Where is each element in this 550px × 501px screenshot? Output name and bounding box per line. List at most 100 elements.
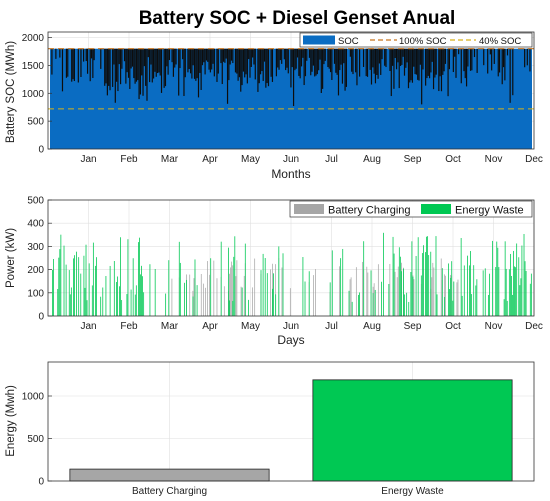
soc-discharge-dip bbox=[240, 48, 242, 92]
soc-discharge-dip bbox=[209, 48, 211, 73]
soc-discharge-dip bbox=[331, 48, 333, 80]
energy-waste-bar bbox=[86, 300, 88, 316]
soc-discharge-dip bbox=[491, 48, 493, 71]
soc-discharge-dip bbox=[126, 48, 128, 73]
energy-waste-bar bbox=[484, 268, 486, 316]
energy-waste-bar bbox=[408, 301, 410, 316]
energy-waste-bar bbox=[331, 250, 333, 316]
soc-discharge-dip bbox=[498, 48, 501, 73]
soc-discharge-dip bbox=[464, 48, 466, 79]
energy-waste-bar bbox=[109, 265, 111, 316]
energy-waste-bar bbox=[392, 236, 394, 316]
soc-discharge-dip bbox=[249, 48, 251, 78]
battery-charging-bar bbox=[377, 264, 379, 316]
soc-discharge-dip bbox=[512, 48, 514, 96]
soc-discharge-dip bbox=[409, 48, 411, 83]
energy-waste-bar bbox=[372, 293, 374, 316]
energy-waste-bar bbox=[509, 253, 511, 316]
energy-waste-bar bbox=[443, 296, 445, 316]
energy-waste-bar bbox=[388, 283, 390, 316]
soc-discharge-dip bbox=[465, 48, 468, 87]
energy-waste-bar bbox=[497, 247, 499, 316]
power-chart-x-ticks: Jan Feb Mar Apr May Jun Jul Aug Sep Oct Nov Dec bbox=[80, 321, 542, 332]
soc-discharge-dip bbox=[248, 48, 250, 60]
energy-waste-bar bbox=[275, 294, 277, 316]
soc-discharge-dip bbox=[444, 48, 447, 64]
energy-waste-bar bbox=[260, 270, 262, 316]
battery-charging-bar bbox=[367, 272, 369, 316]
soc-discharge-dip bbox=[86, 48, 89, 74]
energy-waste-bar bbox=[452, 300, 454, 316]
soc-discharge-dip bbox=[312, 48, 314, 66]
soc-discharge-dip bbox=[352, 48, 354, 75]
energy-waste-bar bbox=[100, 296, 102, 316]
soc-discharge-dip bbox=[369, 48, 371, 70]
energy-waste-bar bbox=[506, 300, 508, 316]
soc-discharge-dip bbox=[153, 48, 155, 79]
soc-discharge-dip bbox=[61, 48, 64, 92]
y-tick-label: 0 bbox=[38, 312, 44, 323]
energy-waste-bar bbox=[135, 285, 137, 316]
soc-discharge-dip bbox=[189, 48, 192, 74]
energy-waste-bar bbox=[448, 263, 449, 316]
soc-discharge-dip bbox=[167, 48, 169, 75]
energy-waste-bar bbox=[412, 276, 414, 316]
soc-discharge-dip bbox=[72, 48, 74, 80]
soc-discharge-dip bbox=[426, 48, 428, 79]
soc-discharge-dip bbox=[427, 48, 429, 76]
soc-discharge-dip bbox=[344, 48, 346, 91]
energy-waste-bar bbox=[393, 253, 395, 316]
soc-discharge-dip bbox=[196, 48, 198, 79]
soc-discharge-dip bbox=[112, 48, 114, 87]
energy-waste-bar bbox=[496, 241, 498, 316]
energy-waste-bar bbox=[233, 256, 235, 316]
energy-waste-bar bbox=[473, 265, 475, 316]
energy-waste-bar bbox=[186, 279, 188, 316]
soc-discharge-dip bbox=[365, 48, 367, 77]
soc-discharge-dip bbox=[207, 48, 209, 62]
soc-discharge-dip bbox=[242, 48, 244, 72]
soc-discharge-dip bbox=[232, 48, 234, 64]
soc-discharge-dip bbox=[178, 48, 180, 96]
energy-waste-bar bbox=[70, 287, 72, 316]
energy-waste-bar bbox=[52, 270, 53, 316]
soc-discharge-dip bbox=[244, 48, 246, 78]
battery-charging-bar bbox=[397, 266, 399, 316]
x-tick-label: Jun bbox=[283, 321, 299, 332]
soc-discharge-dip bbox=[199, 48, 201, 73]
soc-discharge-dip bbox=[71, 48, 73, 82]
energy-waste-bar bbox=[141, 265, 142, 316]
energy-waste-bar bbox=[525, 270, 527, 316]
soc-discharge-dip bbox=[476, 48, 478, 73]
x-tick-label: Jan bbox=[80, 321, 96, 332]
soc-discharge-dip bbox=[385, 48, 387, 68]
soc-discharge-dip bbox=[439, 48, 441, 77]
energy-waste-bar bbox=[88, 263, 90, 316]
soc-discharge-dip bbox=[283, 48, 285, 60]
soc-discharge-dip bbox=[399, 48, 402, 66]
battery-charging-bar bbox=[236, 260, 238, 316]
soc-discharge-dip bbox=[504, 48, 506, 81]
energy-waste-bar bbox=[117, 276, 118, 316]
energy-waste-bar bbox=[427, 236, 429, 316]
soc-discharge-dip bbox=[253, 48, 255, 65]
soc-discharge-dip bbox=[318, 48, 320, 71]
soc-chart-xlabel: Months bbox=[271, 167, 310, 181]
energy-waste-bar bbox=[411, 241, 413, 316]
battery-charging-bar bbox=[230, 267, 231, 316]
soc-discharge-dip bbox=[392, 48, 394, 66]
soc-discharge-dip bbox=[286, 48, 288, 68]
energy-waste-bar bbox=[232, 300, 234, 316]
x-tick-label: Mar bbox=[161, 321, 179, 332]
soc-chart-reference-lines bbox=[48, 48, 534, 110]
soc-discharge-dip bbox=[320, 48, 322, 93]
soc-discharge-dip bbox=[213, 48, 215, 77]
soc-chart-legend: SOC 100% SOC 40% SOC bbox=[299, 32, 533, 48]
energy-waste-bar bbox=[421, 253, 423, 316]
energy-waste-bar bbox=[451, 261, 453, 316]
soc-discharge-dip bbox=[138, 48, 140, 100]
energy-waste-bar bbox=[348, 290, 350, 316]
soc-discharge-dip bbox=[221, 48, 223, 85]
soc-discharge-dip bbox=[65, 48, 68, 78]
